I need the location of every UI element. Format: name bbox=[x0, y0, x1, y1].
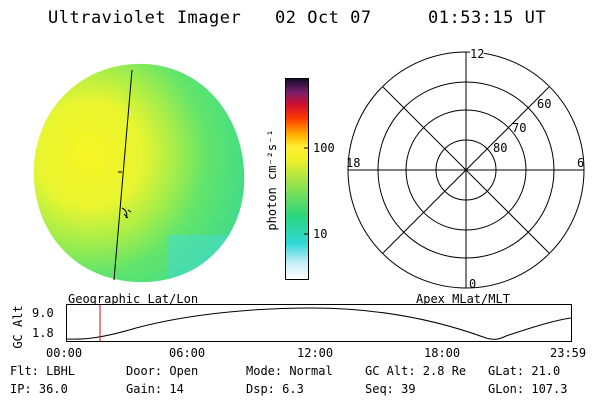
alt-tick-high: 9.0 bbox=[32, 306, 54, 320]
ring-label-80: 80 bbox=[493, 141, 508, 155]
altitude-plot bbox=[66, 304, 572, 342]
colorbar-tick-10: 10 bbox=[313, 227, 328, 241]
colorbar-tick-100: 100 bbox=[313, 141, 335, 155]
ring-label-60: 60 bbox=[537, 97, 552, 111]
altitude-curve bbox=[66, 307, 572, 340]
seq-status: Seq: 39 bbox=[365, 382, 416, 396]
mlt-label-18: 18 bbox=[346, 156, 361, 170]
apex-label: Apex MLat/MLT bbox=[416, 292, 510, 306]
scan-line bbox=[113, 69, 133, 281]
polar-plot bbox=[347, 51, 585, 289]
door-status: Door: Open bbox=[126, 364, 199, 378]
colorbar-unit-label: photon cm⁻²s⁻¹ bbox=[265, 129, 279, 231]
ring-label-70: 70 bbox=[512, 121, 527, 135]
alt-tick-low: 1.8 bbox=[32, 326, 54, 340]
time-label: 01:53:15 UT bbox=[428, 8, 547, 28]
gain-status: Gain: 14 bbox=[126, 382, 184, 396]
filter-status: Flt: LBHL bbox=[10, 364, 76, 378]
mode-status: Mode: Normal bbox=[246, 364, 333, 378]
coastline-fragment bbox=[118, 171, 132, 219]
mlt-label-6: 6 bbox=[577, 156, 585, 170]
alt-xtick-1800: 18:00 bbox=[424, 346, 461, 360]
mlt-label-0: 0 bbox=[469, 277, 477, 291]
color-bar bbox=[285, 78, 309, 280]
instrument-title: Ultraviolet Imager bbox=[48, 8, 242, 28]
glon-status: GLon: 107.3 bbox=[488, 382, 568, 396]
alt-xtick-2359: 23:59 bbox=[550, 346, 587, 360]
dsp-status: Dsp: 6.3 bbox=[246, 382, 304, 396]
mlt-label-12: 12 bbox=[470, 47, 485, 61]
alt-ylabel: GC Alt bbox=[11, 305, 25, 349]
ip-status: IP: 36.0 bbox=[10, 382, 68, 396]
uv-image-disk bbox=[33, 63, 245, 283]
gc-alt-status: GC Alt: 2.8 Re bbox=[365, 364, 467, 378]
geographic-label: Geographic Lat/Lon bbox=[68, 292, 199, 306]
glat-status: GLat: 21.0 bbox=[488, 364, 561, 378]
date-label: 02 Oct 07 bbox=[275, 8, 372, 28]
alt-xtick-0000: 00:00 bbox=[46, 346, 83, 360]
alt-xtick-1200: 12:00 bbox=[297, 346, 334, 360]
alt-xtick-0600: 06:00 bbox=[169, 346, 206, 360]
